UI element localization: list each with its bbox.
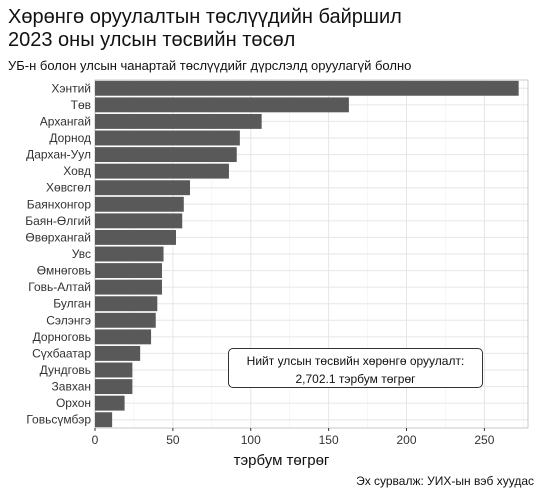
- bar: [95, 229, 176, 245]
- y-tick-label: Баян-Өлгий: [25, 214, 91, 228]
- x-tick-labels: 0 50 100 150 200 250: [92, 428, 495, 447]
- y-tick-label: Хөвсгөл: [46, 181, 91, 195]
- total-annotation: Нийт улсын төсвийн хөрөнгө оруулалт: 2,7…: [228, 348, 483, 388]
- x-axis-label: тэрбум төгрөг: [234, 452, 330, 469]
- bar: [95, 379, 133, 395]
- bar: [95, 345, 141, 361]
- bar: [95, 412, 113, 428]
- bar: [95, 147, 237, 163]
- x-tick-label: 100: [241, 433, 261, 447]
- y-tick-label: Дархан-Уул: [26, 148, 91, 162]
- bar: [95, 163, 229, 179]
- annotation-line-1: Нийт улсын төсвийн хөрөнгө оруулалт:: [246, 354, 465, 368]
- y-tick-label: Орхон: [56, 396, 91, 410]
- bar: [95, 97, 349, 113]
- y-tick-label: Дорноговь: [33, 330, 91, 344]
- y-tick-label: Баянхонгор: [27, 197, 92, 211]
- bar: [95, 180, 191, 196]
- y-tick-label: Завхан: [52, 380, 91, 394]
- bar: [95, 196, 184, 212]
- y-tick-labels: Хэнтий Төв Архангай Дорнод Дархан-Уул Ховд Хөв…: [25, 81, 91, 426]
- bar: [95, 80, 519, 96]
- y-tick-label: Сэлэнгэ: [46, 313, 91, 327]
- bar: [95, 296, 158, 312]
- bar: [95, 246, 164, 262]
- bar: [95, 279, 162, 295]
- y-tick-label: Булган: [53, 297, 91, 311]
- source-caption: Эх сурвалж: УИХ-ын вэб хуудас: [356, 474, 534, 488]
- bar: [95, 362, 133, 378]
- y-tick-label: Увс: [72, 247, 91, 261]
- x-tick-label: 250: [474, 433, 494, 447]
- x-tick-label: 0: [92, 433, 99, 447]
- y-tick-label: Ховд: [63, 164, 91, 178]
- x-tick-label: 150: [319, 433, 339, 447]
- y-tick-label: Дундговь: [40, 363, 91, 377]
- y-tick-label: Өвөрхангай: [25, 230, 91, 244]
- y-tick-label: Архангай: [40, 114, 91, 128]
- chart-subtitle: УБ-н болон улсын чанартай төслүүдийг дүр…: [8, 58, 412, 73]
- bar: [95, 312, 156, 328]
- x-tick-label: 200: [396, 433, 416, 447]
- y-tick-label: Сүхбаатар: [32, 346, 91, 360]
- bar: [95, 395, 125, 411]
- chart-title: Хөрөнгө оруулалтын төслүүдийн байршил 20…: [8, 6, 402, 52]
- x-tick-label: 50: [166, 433, 180, 447]
- annotation-line-2: 2,702.1 тэрбум төгрөг: [295, 372, 416, 386]
- bar: [95, 130, 240, 146]
- y-tick-label: Төв: [71, 98, 91, 112]
- bar-chart: Хэнтий Төв Архангай Дорнод Дархан-Уул Ховд Хөв…: [25, 79, 529, 469]
- title-line-1: Хөрөнгө оруулалтын төслүүдийн байршил: [8, 6, 402, 28]
- y-tick-label: Дорнод: [49, 131, 91, 145]
- y-tick-label: Говь-Алтай: [28, 280, 91, 294]
- bar-group: [95, 80, 519, 428]
- bar: [95, 213, 183, 229]
- y-tick-label: Говьсүмбэр: [26, 413, 91, 427]
- y-tick-label: Хэнтий: [51, 81, 91, 95]
- bar: [95, 113, 262, 129]
- bar: [95, 329, 152, 345]
- bar: [95, 263, 162, 279]
- title-line-2: 2023 оны улсын төсвийн төсөл: [8, 29, 296, 51]
- y-tick-label: Өмнөговь: [37, 264, 91, 278]
